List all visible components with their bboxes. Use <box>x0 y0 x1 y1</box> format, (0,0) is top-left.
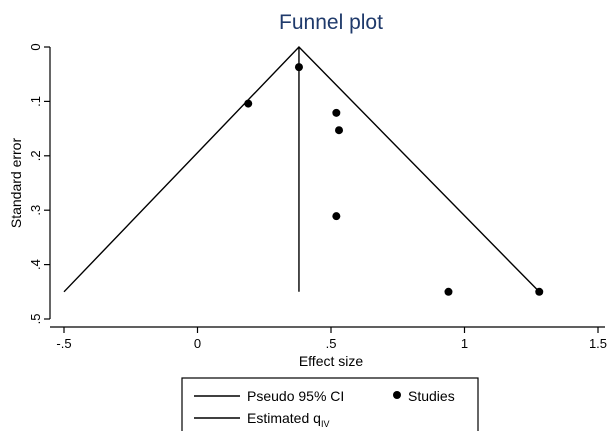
study-points <box>244 63 544 296</box>
x-tick-label: 1.5 <box>589 336 607 351</box>
legend-estimate-text: Estimated q <box>247 410 321 426</box>
series-lines <box>63 45 540 293</box>
study-point <box>294 63 303 72</box>
study-point <box>335 126 344 135</box>
pseudo-95-ci-line <box>63 45 540 293</box>
study-point <box>444 287 453 296</box>
y-tick-label: .1 <box>28 96 43 107</box>
study-point <box>535 287 544 296</box>
x-tick-label: -.5 <box>56 336 71 351</box>
y-tick-label: .4 <box>28 259 43 270</box>
legend-ci-label: Pseudo 95% CI <box>247 388 344 404</box>
legend-estimate-label: Estimated qIV <box>247 410 329 429</box>
legend-studies-label: Studies <box>408 388 455 404</box>
legend-estimate-subscript: IV <box>321 419 330 429</box>
chart-title: Funnel plot <box>279 11 383 34</box>
x-axis-ticks: -.5 0 .5 1 1.5 <box>56 327 607 351</box>
y-tick-label: .3 <box>28 205 43 216</box>
legend-studies-marker <box>393 391 401 399</box>
legend: Pseudo 95% CI Studies Estimated qIV <box>181 377 479 435</box>
study-point <box>244 99 253 108</box>
study-point <box>332 212 341 221</box>
x-tick-label: 0 <box>194 336 201 351</box>
y-tick-label: 0 <box>28 43 43 50</box>
y-axis-ticks: 0 .1 .2 .3 .4 .5 <box>28 43 50 324</box>
x-axis-label: Effect size <box>299 353 364 369</box>
y-tick-label: .2 <box>28 150 43 161</box>
y-axis-label: Standard error <box>8 138 24 229</box>
x-tick-label: .5 <box>326 336 337 351</box>
y-tick-label: .5 <box>28 314 43 325</box>
legend-box <box>181 377 479 435</box>
study-point <box>332 108 341 117</box>
x-tick-label: 1 <box>461 336 468 351</box>
plot-area: 0 .1 .2 .3 .4 .5 -.5 0 .5 1 1.5 <box>28 43 607 351</box>
